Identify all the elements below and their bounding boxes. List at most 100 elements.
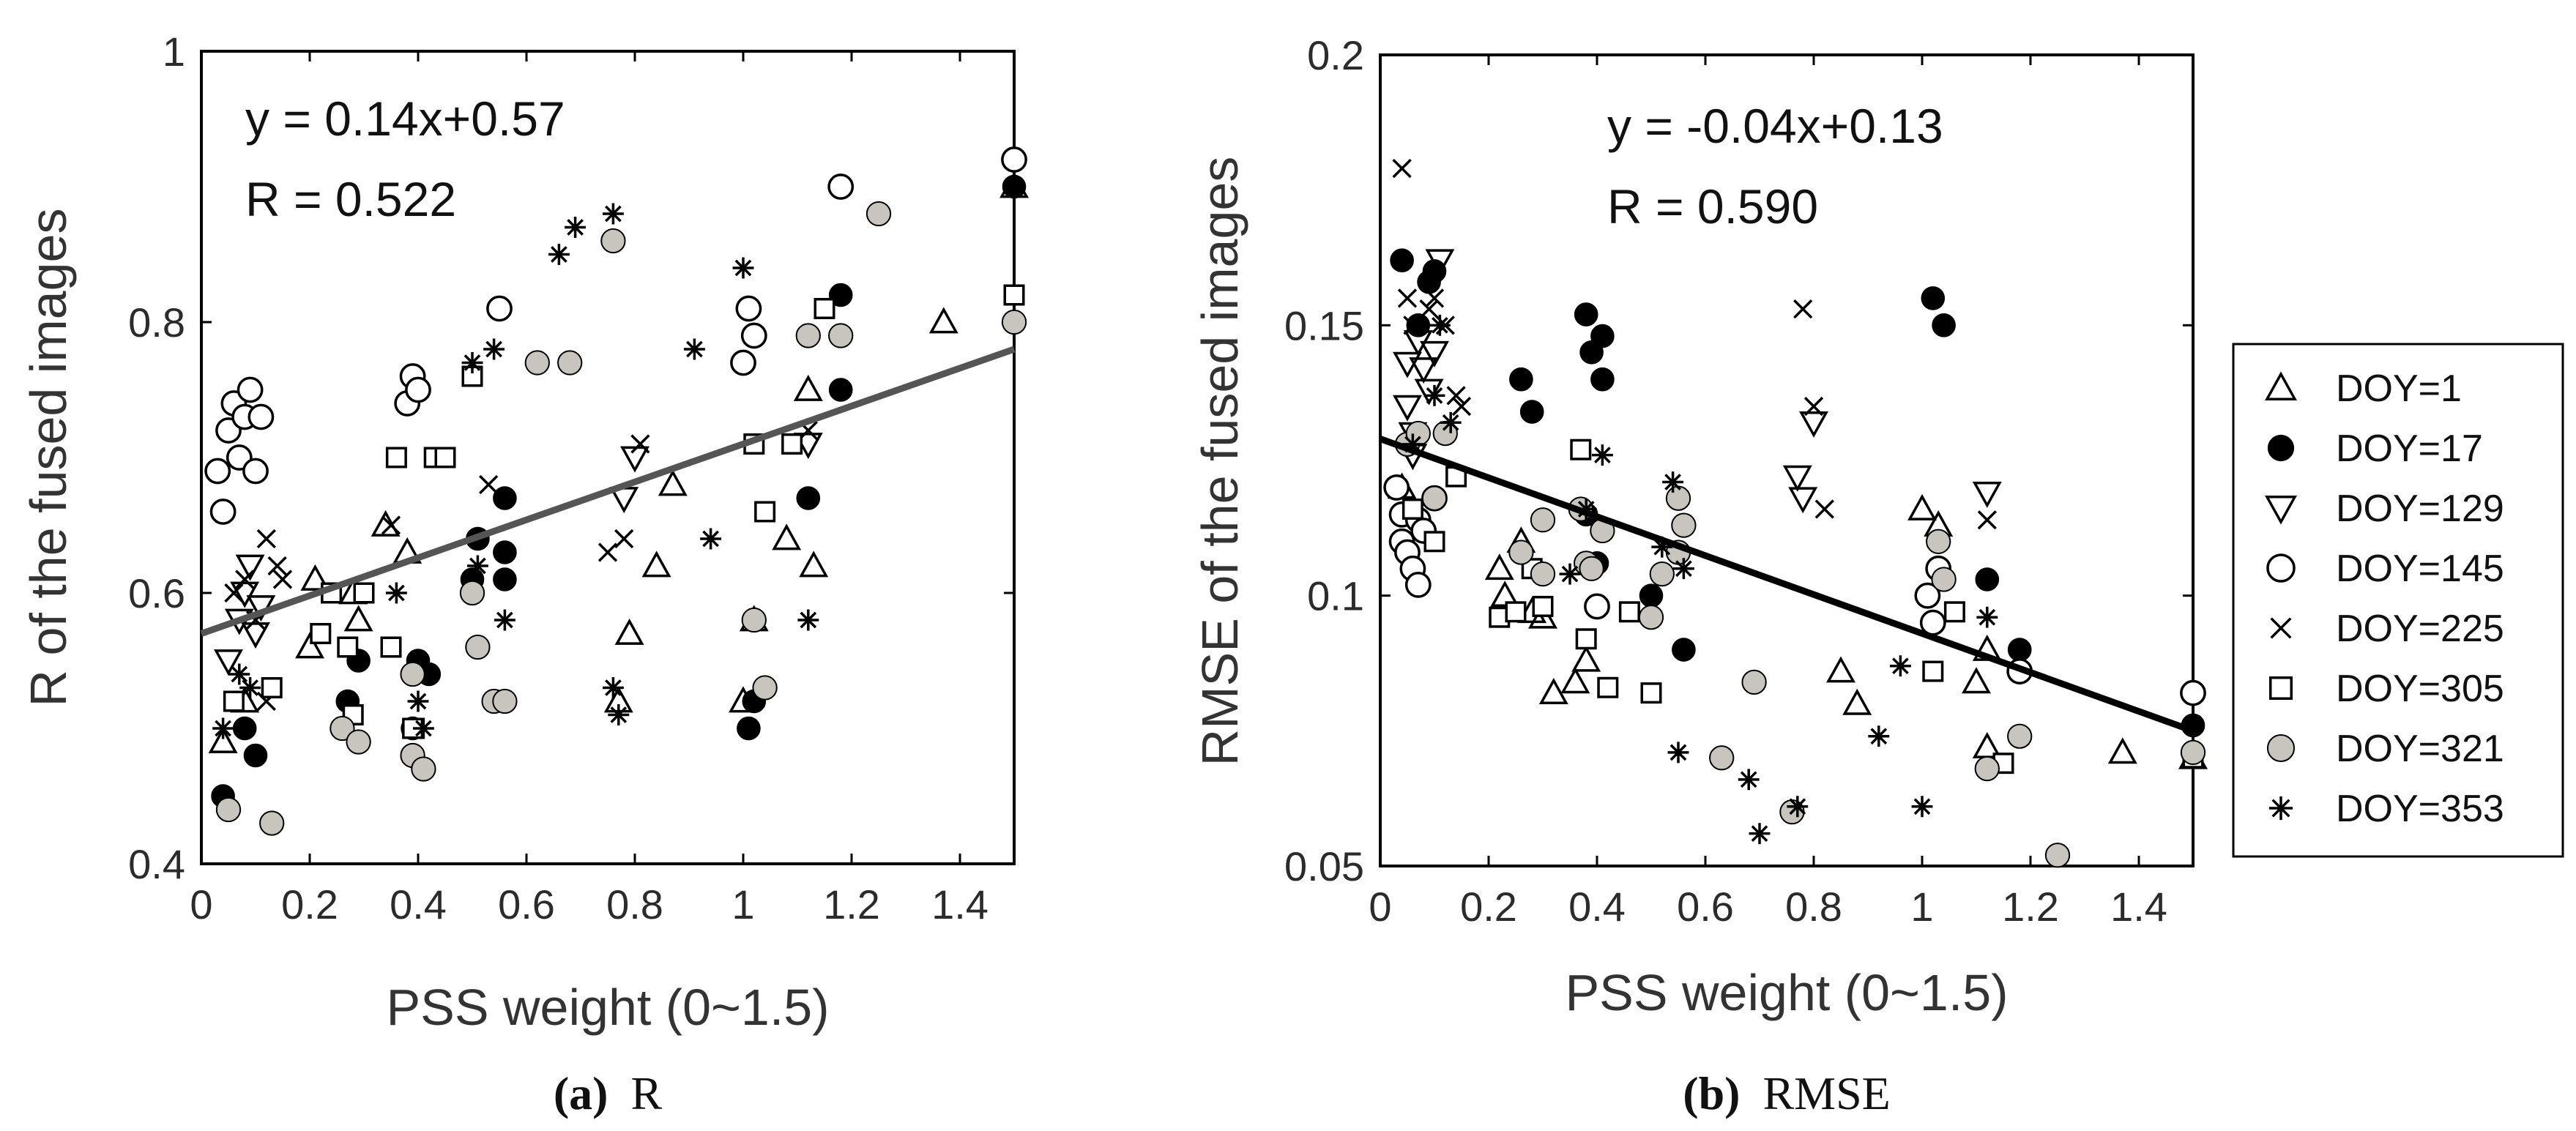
data-point — [1977, 510, 1997, 530]
legend-label: DOY=321 — [2336, 728, 2504, 770]
data-point — [380, 636, 402, 658]
data-point — [330, 715, 355, 742]
data-point — [272, 570, 293, 589]
data-point — [614, 618, 644, 645]
data-point — [1424, 288, 1445, 308]
data-point — [1640, 682, 1662, 704]
data-point — [565, 217, 587, 238]
data-point — [1559, 563, 1581, 585]
caption-a: (a) R — [554, 1067, 663, 1119]
data-point — [1741, 669, 1767, 695]
legend-marker — [2268, 796, 2293, 821]
data-point — [232, 716, 257, 741]
data-point — [465, 634, 491, 660]
x-axis-label-b: PSS weight (0~1.5) — [1565, 964, 2008, 1021]
legend-item: DOY=321 — [2266, 728, 2504, 770]
data-point — [1451, 396, 1472, 417]
y-tick-label: 0.8 — [128, 299, 185, 346]
data-point — [1519, 400, 1544, 424]
y-tick-labels-b: 0.05 0.1 0.15 0.2 — [1284, 32, 2193, 889]
data-point — [228, 663, 250, 685]
fit-line-a — [200, 346, 1016, 637]
data-point — [493, 567, 517, 591]
series-doy-321 — [215, 201, 1027, 836]
equation-a: y = 0.14x+0.57 — [245, 92, 565, 146]
legend-item: DOY=225 — [2270, 608, 2504, 650]
data-point — [1001, 146, 1027, 173]
data-point — [1749, 823, 1771, 845]
data-point — [239, 677, 261, 698]
data-point — [1401, 433, 1423, 455]
data-point — [2180, 679, 2206, 706]
data-point — [466, 555, 488, 577]
legend-label: DOY=1 — [2336, 367, 2462, 410]
data-point — [828, 323, 854, 348]
data-point — [1505, 601, 1527, 623]
series-doy-225 — [1392, 158, 1997, 530]
legend-item: DOY=17 — [2267, 428, 2483, 470]
data-point — [230, 581, 260, 608]
data-point — [1639, 583, 1664, 608]
data-point — [492, 688, 518, 714]
data-point — [1423, 531, 1445, 553]
data-point — [1446, 386, 1466, 406]
data-point — [1419, 299, 1439, 319]
data-point — [256, 529, 276, 549]
data-point — [1618, 601, 1640, 623]
x-tick-label: 0 — [190, 881, 212, 927]
data-points-b — [1383, 158, 2208, 868]
data-point — [1921, 286, 1946, 310]
x-tick-labels-a: 0 0.2 0.4 0.6 0.8 1 1.2 1.4 — [190, 51, 989, 927]
data-point — [1651, 536, 1673, 558]
legend-marker — [2265, 496, 2297, 525]
data-point — [1530, 507, 1556, 533]
caption-text-a: R — [630, 1067, 662, 1119]
legend-label: DOY=305 — [2336, 668, 2504, 710]
panel-a-r-chart: 0 0.2 0.4 0.6 0.8 1 1.2 1.4 0.4 0.6 0.8 1 y = 0.14… — [20, 29, 1029, 1119]
y-tick-labels-a: 0.4 0.6 0.8 1 — [128, 29, 1014, 887]
data-point — [548, 244, 570, 265]
data-point — [1931, 567, 1957, 592]
data-point — [1574, 302, 1598, 326]
data-point — [411, 756, 436, 782]
data-point — [1842, 688, 1872, 715]
y-tick-label: 0.4 — [128, 841, 185, 887]
data-point — [208, 726, 238, 753]
data-point — [1560, 667, 1590, 694]
data-point — [1584, 593, 1610, 620]
y-tick-label: 0.05 — [1284, 843, 1364, 889]
data-point — [1868, 725, 1890, 747]
data-point — [241, 622, 270, 649]
legend-label: DOY=225 — [2336, 608, 2504, 650]
legend-marker — [2266, 734, 2296, 763]
data-point — [1409, 357, 1439, 384]
x-tick-label: 1.2 — [2002, 884, 2059, 930]
data-point — [1406, 313, 1431, 337]
data-point — [600, 228, 626, 254]
data-point — [486, 295, 513, 322]
data-points-a — [204, 146, 1029, 836]
x-tick-label: 0.8 — [1785, 884, 1842, 930]
data-point — [1638, 605, 1664, 630]
data-point — [1907, 493, 1937, 520]
legend-label: DOY=17 — [2336, 428, 2483, 470]
panel-b-rmse-chart: 0 0.2 0.4 0.6 0.8 1 1.2 1.4 0.05 0.1 0.15 0.2 y = … — [1191, 32, 2208, 1119]
r-value-a: R = 0.522 — [245, 172, 456, 226]
data-point — [434, 447, 456, 469]
legend: DOY=1 DOY=17 DOY=129 DOY=145 DOY=225 DOY=305 D… — [2232, 343, 2564, 858]
data-point — [828, 283, 853, 307]
data-point — [247, 403, 275, 430]
data-point — [866, 201, 892, 227]
data-point — [1423, 384, 1445, 406]
data-point — [793, 374, 823, 401]
legend-item: DOY=145 — [2266, 548, 2504, 590]
data-point — [245, 744, 267, 766]
data-point — [602, 203, 624, 225]
data-point — [2007, 723, 2033, 749]
data-point — [215, 796, 242, 823]
data-point — [700, 528, 722, 550]
data-point — [1787, 796, 1809, 818]
data-point — [1392, 158, 1412, 179]
data-point — [1782, 465, 1812, 492]
